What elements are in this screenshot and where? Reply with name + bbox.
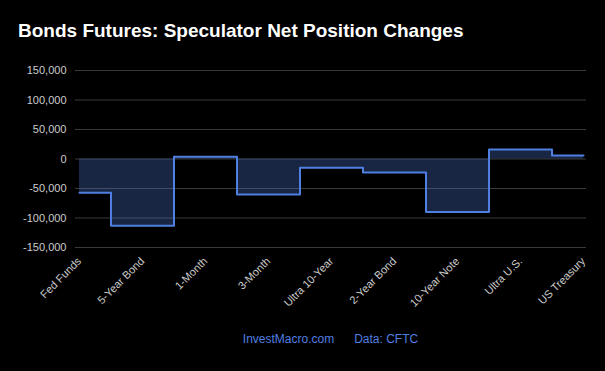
svg-text:150,000: 150,000 <box>27 64 67 76</box>
html-text:InvestMacro.com: InvestMacro.com <box>242 332 335 346</box>
html-text:Bonds Futures: Speculator Net: Bonds Futures: Speculator Net Position C… <box>18 20 464 41</box>
svg-text:Fed Funds: Fed Funds <box>38 254 84 300</box>
svg-text:50,000: 50,000 <box>33 123 67 135</box>
svg-text:Ultra 10-Year: Ultra 10-Year <box>281 255 335 309</box>
svg-text:-50,000: -50,000 <box>29 182 66 194</box>
svg-text:5-Year Bond: 5-Year Bond <box>95 255 146 306</box>
html-text:Data: CFTC: Data: CFTC <box>354 332 419 346</box>
svg-text:0: 0 <box>60 153 66 165</box>
svg-text:2-Year Bond: 2-Year Bond <box>347 255 398 306</box>
svg-text:10-Year Note: 10-Year Note <box>407 255 461 309</box>
svg-text:-100,000: -100,000 <box>23 212 66 224</box>
svg-text:3-Month: 3-Month <box>235 255 272 292</box>
svg-text:100,000: 100,000 <box>27 94 67 106</box>
svg-text:Ultra U.S.: Ultra U.S. <box>482 255 524 297</box>
svg-text:-150,000: -150,000 <box>23 241 66 253</box>
svg-text:US Treasury: US Treasury <box>536 254 588 306</box>
svg-text:1-Month: 1-Month <box>172 255 209 292</box>
